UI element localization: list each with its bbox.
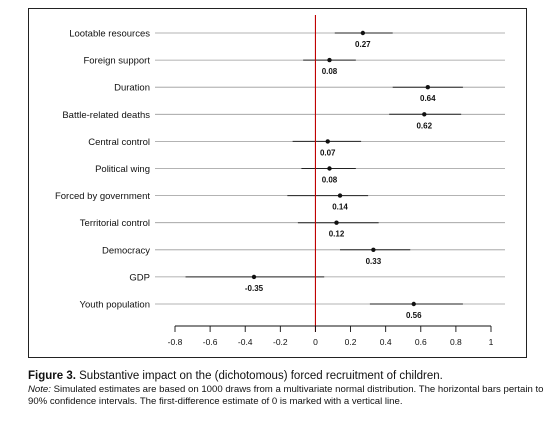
category-label: Political wing <box>95 164 150 175</box>
plot-frame <box>28 8 527 358</box>
x-tick-label: 0.4 <box>380 337 392 347</box>
point-estimate <box>371 247 376 252</box>
point-estimate <box>325 139 330 144</box>
estimate-label: 0.08 <box>322 176 338 185</box>
category-label: Battle-related deaths <box>62 110 150 121</box>
figure-note: Note: Simulated estimates are based on 1… <box>28 384 548 408</box>
figure-label: Figure 3. <box>28 370 76 382</box>
x-tick-label: 0 <box>313 337 318 347</box>
estimate-label: 0.07 <box>320 148 336 157</box>
estimate-label: -0.35 <box>245 284 264 293</box>
x-tick-label: -0.4 <box>238 337 253 347</box>
x-tick-label: 0.6 <box>415 337 427 347</box>
figure-title: Figure 3. Substantive impact on the (dic… <box>28 370 548 383</box>
note-label: Note: <box>28 384 51 395</box>
point-estimate <box>327 57 332 63</box>
figure-title-text: Substantive impact on the (dichotomous) … <box>79 370 443 382</box>
note-text: Simulated estimates are based on 1000 dr… <box>28 384 544 407</box>
estimate-label: 0.33 <box>366 257 382 266</box>
category-label: Duration <box>114 83 150 94</box>
category-label: Youth population <box>80 300 150 311</box>
x-tick-label: -0.6 <box>203 337 218 347</box>
figure-caption: Figure 3. Substantive impact on the (dic… <box>28 370 548 408</box>
x-tick-label: 0.8 <box>450 337 462 347</box>
estimate-label: 0.27 <box>355 40 371 49</box>
category-label: GDP <box>129 272 150 283</box>
point-estimate <box>425 85 430 90</box>
x-tick-label: -0.8 <box>168 337 183 347</box>
category-label: Territorial control <box>80 218 150 229</box>
x-tick-label: -0.2 <box>273 337 288 347</box>
x-tick-label: 1 <box>489 337 494 347</box>
category-label: Foreign support <box>83 56 150 67</box>
estimate-label: 0.12 <box>329 230 345 239</box>
point-estimate <box>334 220 339 225</box>
estimate-label: 0.64 <box>420 94 436 103</box>
category-label: Democracy <box>102 245 150 256</box>
category-label: Lootable resources <box>69 29 150 40</box>
point-estimate <box>411 301 416 307</box>
point-estimate <box>422 112 427 117</box>
forest-plot: Lootable resources 0.27 Foreign support 0.0… <box>55 15 505 347</box>
point-estimate <box>337 193 343 198</box>
estimate-label: 0.08 <box>322 67 338 76</box>
category-label: Central control <box>88 137 150 148</box>
category-label: Forced by government <box>55 191 150 202</box>
estimate-label: 0.56 <box>406 311 422 320</box>
x-tick-label: 0.2 <box>345 337 357 347</box>
estimate-label: 0.62 <box>416 121 432 130</box>
point-estimate <box>360 30 366 36</box>
estimate-label: 0.14 <box>332 203 348 212</box>
point-estimate <box>251 274 257 280</box>
point-estimate <box>327 166 332 171</box>
